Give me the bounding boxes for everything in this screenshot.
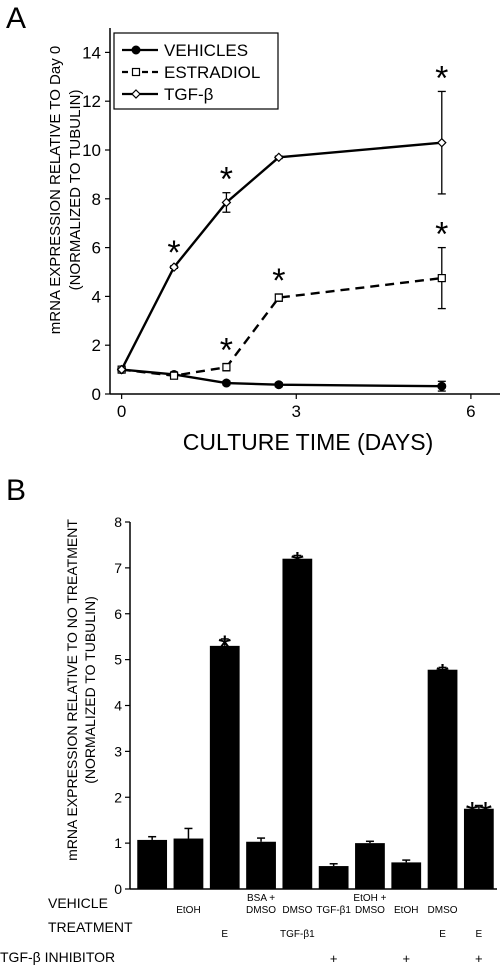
bar — [463, 808, 494, 889]
panel-a-ytick-label: 10 — [82, 141, 101, 160]
bar — [246, 841, 276, 889]
significance-marker: ** — [466, 796, 492, 834]
significance-marker: * — [220, 161, 233, 199]
row-label-vehicle: VEHICLE — [48, 895, 108, 911]
significance-marker: * — [435, 59, 448, 97]
treatment-label: TGF-β1 — [280, 929, 315, 940]
vehicle-label: EtOH — [394, 905, 418, 916]
vehicle-label: DMSO — [428, 905, 458, 916]
data-point — [221, 197, 232, 208]
significance-marker: * — [272, 262, 285, 300]
panel-a-ytick-label: 8 — [92, 190, 101, 209]
panel-b-ytick-label: 1 — [114, 835, 122, 851]
data-point — [169, 262, 179, 272]
vehicle-label: DMSO — [282, 905, 312, 916]
panel-a-xtick-label: 3 — [292, 402, 301, 421]
significance-marker: * — [436, 657, 449, 695]
data-point — [222, 363, 231, 372]
panel-a-ylabel-line2: (NORMALIZED TO TUBULIN) — [67, 90, 84, 291]
panel-b-bars: ***** — [137, 545, 494, 889]
legend-box — [113, 32, 279, 110]
vehicle-label: TGF-β1 — [316, 905, 351, 916]
panel-b-ytick-label: 7 — [114, 560, 122, 576]
panel-b-ytick-label: 2 — [114, 789, 122, 805]
legend-marker — [131, 89, 141, 99]
data-point — [274, 380, 284, 390]
series-tgf-: * * * — [116, 59, 448, 375]
panel-a-ytick-label: 14 — [82, 43, 101, 62]
bar — [209, 645, 240, 889]
panel-b-ytick-label: 4 — [114, 698, 122, 714]
panel-a-ytick-label: 4 — [92, 287, 101, 306]
panel-b-ylabel-line2: (NORMALIZED TO TUBULIN) — [82, 596, 98, 783]
panel-a-axes: 0 2 4 6 8 10 12 14 0 3 6 — [82, 28, 500, 421]
panel-b-ytick-label: 5 — [114, 652, 122, 668]
panel-a-series: * * * * * * — [116, 59, 448, 392]
significance-marker: * — [167, 234, 180, 272]
inhibitor-label: + — [475, 951, 483, 966]
panel-b-ytick-label: 3 — [114, 743, 122, 759]
panel-a-ytick-label: 0 — [92, 385, 101, 404]
row-label-inhibitor: TGF-β INHIBITOR — [0, 949, 115, 965]
panel-b-ytick-label: 6 — [114, 606, 122, 622]
vehicle-label: DMSO — [355, 905, 385, 916]
legend-entry: TGF-β — [164, 85, 214, 104]
panel-a-ytick-label: 12 — [82, 92, 101, 111]
bar — [427, 669, 458, 889]
data-point — [221, 378, 231, 388]
row-label-treatment: TREATMENT — [48, 919, 133, 935]
panel-b-label: B — [6, 474, 26, 507]
bar — [318, 866, 349, 889]
bar — [137, 839, 168, 889]
inhibitor-label: + — [330, 951, 338, 966]
panel-a-legend: VEHICLES ESTRADIOL TGF-β — [113, 32, 279, 110]
data-point — [436, 137, 447, 148]
panel-a-xlabel: CULTURE TIME (DAYS) — [183, 429, 433, 455]
vehicle-label: BSA + — [247, 893, 275, 904]
panel-a-xtick-label: 6 — [466, 402, 475, 421]
vehicle-label: DMSO — [246, 905, 276, 916]
data-point — [273, 152, 284, 163]
panel-b-ytick-label: 8 — [114, 514, 122, 530]
panel-a: A 0 2 4 6 8 10 12 14 0 3 6 * * * * * * VEHICLES ESTRADIO… — [6, 2, 500, 455]
treatment-label: E — [439, 929, 446, 940]
vehicle-label: EtOH — [176, 905, 200, 916]
bar — [173, 838, 204, 889]
significance-marker: * — [435, 216, 448, 254]
inhibitor-label: + — [402, 951, 410, 966]
data-point — [116, 364, 127, 375]
legend-marker — [131, 67, 141, 77]
panel-b-ytick-label: 0 — [114, 881, 122, 897]
bar — [282, 558, 313, 889]
significance-marker: * — [218, 629, 231, 667]
data-point — [169, 371, 179, 380]
panel-a-xtick-label: 0 — [117, 402, 126, 421]
panel-a-ylabel-line1: mRNA EXPRESSION RELATIVE TO Day 0 — [47, 46, 64, 334]
panel-a-ytick-label: 6 — [92, 239, 101, 258]
treatment-label: E — [221, 929, 228, 940]
significance-marker: * — [291, 545, 304, 583]
data-point — [437, 274, 446, 283]
series-vehicles — [117, 365, 447, 392]
data-point — [437, 381, 447, 391]
vehicle-label: EtOH + — [353, 893, 386, 904]
legend-entry: VEHICLES — [164, 41, 248, 60]
data-point — [274, 293, 283, 302]
panel-b-ylabel-line1: mRNA EXPRESSION RELATIVE TO NO TREATMENT — [64, 519, 80, 861]
panel-a-label: A — [6, 2, 26, 35]
legend-marker — [131, 45, 141, 55]
treatment-label: E — [476, 929, 483, 940]
bar — [391, 862, 422, 889]
significance-marker: * — [220, 332, 233, 370]
bar — [355, 843, 385, 889]
legend-entry: ESTRADIOL — [164, 63, 260, 82]
panel-a-ytick-label: 2 — [92, 336, 101, 355]
